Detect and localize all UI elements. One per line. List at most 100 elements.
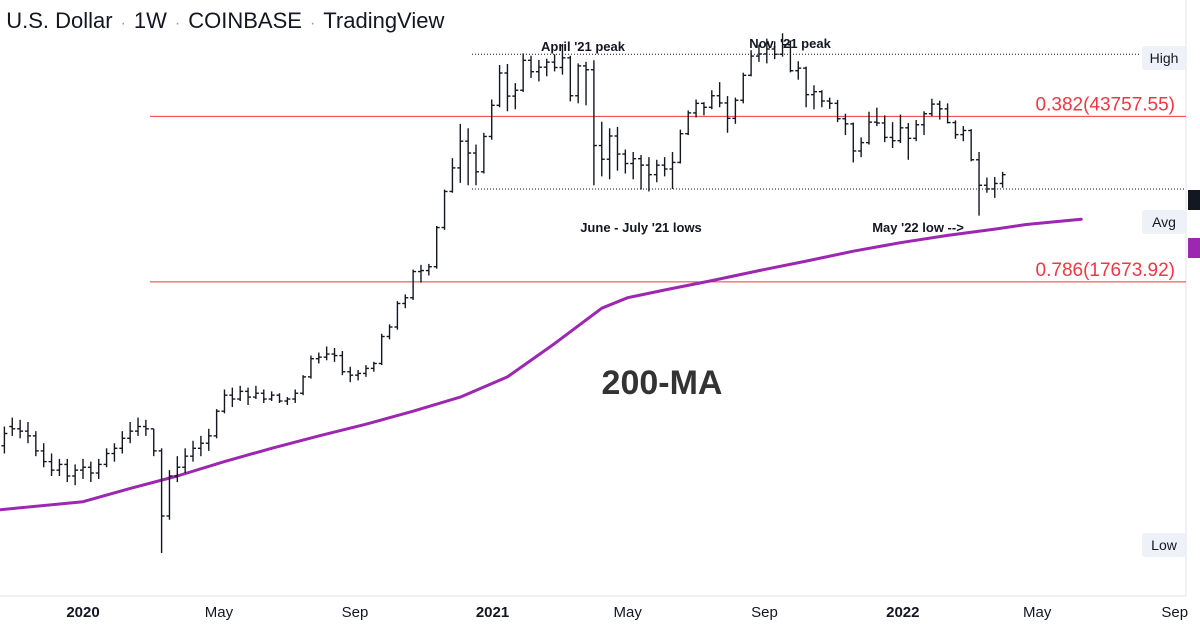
- chart-background-layer: [0, 0, 1187, 597]
- ohlc-bar: [598, 121, 605, 177]
- ohlc-bar: [386, 324, 393, 340]
- ohlc-bar: [268, 391, 275, 402]
- ohlc-bar: [991, 176, 998, 198]
- ohlc-bar: [551, 54, 558, 72]
- source-label: TradingView: [323, 8, 445, 33]
- ohlc-bar: [575, 63, 582, 104]
- ohlc-bar: [252, 385, 259, 400]
- ohlc-bar: [370, 361, 377, 372]
- ohlc-bar: [606, 128, 613, 180]
- ohlc-bar: [56, 458, 63, 477]
- ohlc-bar: [716, 82, 723, 108]
- ohlc-bar: [504, 64, 511, 112]
- ohlc-bar: [378, 333, 385, 366]
- ohlc-bar: [740, 72, 747, 104]
- ohlc-bar: [190, 440, 197, 462]
- ohlc-bar: [331, 348, 338, 362]
- fib-level-label: 0.382(43757.55): [1036, 94, 1175, 115]
- ohlc-bar: [779, 33, 786, 57]
- ohlc-bar: [732, 97, 739, 124]
- ohlc-bar: [590, 60, 597, 186]
- ohlc-bar: [638, 155, 645, 190]
- time-axis-tick-label[interactable]: May: [1023, 604, 1052, 621]
- price-scale-tag-high[interactable]: High: [1142, 46, 1186, 70]
- ohlc-bar: [913, 120, 920, 142]
- ohlc-bar: [260, 389, 267, 404]
- time-axis[interactable]: 2020 May Sep 2021 May Sep 2022 May Sep: [66, 604, 1188, 621]
- last-price-marker[interactable]: [1188, 190, 1200, 210]
- time-axis-tick-label[interactable]: 2020: [66, 604, 99, 621]
- ohlc-bar: [32, 431, 39, 457]
- ohlc-bar: [983, 177, 990, 193]
- ohlc-bar: [614, 126, 621, 171]
- time-axis-tick-label[interactable]: 2022: [886, 604, 919, 621]
- ohlc-bar: [496, 64, 503, 108]
- time-axis-tick-label[interactable]: May: [614, 604, 643, 621]
- ohlc-bar: [150, 428, 157, 457]
- ohlc-bar: [457, 123, 464, 183]
- chart-annotation: June - July '21 lows: [580, 220, 702, 235]
- fib-level-label: 0.786(17673.92): [1036, 260, 1175, 281]
- price-scale-tags[interactable]: High Avg Low: [1142, 46, 1200, 557]
- ohlc-bar: [708, 90, 715, 110]
- header-separator: ·: [120, 15, 126, 32]
- ohlc-bar: [182, 448, 189, 474]
- ohlc-bar: [433, 226, 440, 269]
- ohlc-bar: [976, 152, 983, 216]
- ohlc-bar: [669, 152, 676, 189]
- time-axis-tick-label[interactable]: Sep: [751, 604, 778, 621]
- price-scale-tag-avg[interactable]: Avg: [1142, 210, 1186, 234]
- ohlc-bar: [897, 114, 904, 144]
- ohlc-bar: [763, 38, 770, 64]
- ohlc-bar: [748, 50, 755, 77]
- ohlc-bar: [928, 98, 935, 117]
- time-axis-tick-label[interactable]: May: [205, 604, 234, 621]
- time-axis-tick-label[interactable]: Sep: [1161, 604, 1188, 621]
- ohlc-bar: [95, 458, 102, 480]
- ohlc-bar: [292, 389, 299, 404]
- ohlc-bar: [64, 458, 71, 483]
- ohlc-bar: [205, 428, 212, 451]
- ma-200-label: 200-MA: [602, 364, 723, 402]
- ohlc-bar: [1, 426, 8, 454]
- ohlc-bar: [300, 375, 307, 396]
- time-axis-tick-label[interactable]: Sep: [342, 604, 369, 621]
- chart-annotation: May '22 low -->: [872, 220, 964, 235]
- ohlc-bar: [512, 83, 519, 110]
- ohlc-bar: [355, 370, 362, 381]
- ohlc-bar: [645, 157, 652, 192]
- price-scale-tag-label: Avg: [1152, 214, 1176, 230]
- ohlc-bar: [999, 171, 1006, 188]
- ohlc-bar: [24, 422, 31, 444]
- ma-value-marker[interactable]: [1188, 238, 1200, 258]
- ohlc-bar: [103, 448, 110, 468]
- ohlc-bar: [771, 41, 778, 60]
- interval-label[interactable]: 1W: [133, 8, 167, 33]
- price-scale-tag-label: Low: [1151, 537, 1178, 553]
- chart-annotation: April '21 peak: [541, 39, 626, 54]
- ohlc-bar: [213, 409, 220, 439]
- ohlc-bar: [402, 294, 409, 309]
- ohlc-bar: [229, 387, 236, 408]
- ohlc-bar: [174, 456, 181, 483]
- ohlc-bar: [818, 90, 825, 108]
- ohlc-bar: [622, 149, 629, 174]
- ohlc-bar: [276, 393, 283, 404]
- ohlc-bar: [881, 115, 888, 143]
- ohlc-bar: [307, 355, 314, 379]
- ohlc-bar: [583, 61, 590, 106]
- ohlc-bar: [473, 144, 479, 186]
- ohlc-bar: [724, 96, 731, 133]
- ohlc-bar: [677, 129, 684, 164]
- ohlc-bar: [543, 58, 550, 77]
- ohlc-bar: [535, 59, 542, 82]
- ohlc-bar: [410, 269, 417, 301]
- ohlc-bar: [700, 102, 707, 116]
- symbol-name[interactable]: / U.S. Dollar: [0, 8, 113, 33]
- ohlc-bar: [245, 387, 252, 406]
- ohlc-bar: [834, 99, 841, 123]
- time-axis-tick-label[interactable]: 2021: [476, 604, 509, 621]
- price-scale-tag-low[interactable]: Low: [1142, 533, 1186, 557]
- ohlc-bar: [119, 431, 126, 454]
